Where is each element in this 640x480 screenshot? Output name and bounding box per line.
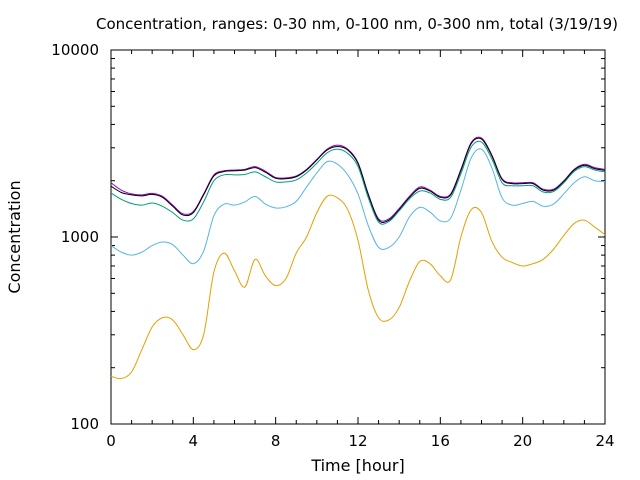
- series-line-2: [110, 137, 606, 224]
- series-line-4: [110, 148, 606, 265]
- axis-ticks: [110, 49, 606, 425]
- x-tick-label: 24: [595, 432, 614, 450]
- x-tick-label: 8: [271, 432, 281, 450]
- plot-area-frame: [110, 49, 606, 425]
- series-line-3: [110, 140, 606, 225]
- x-tick-label: 12: [348, 432, 367, 450]
- series-layer: [110, 136, 606, 380]
- x-tick-label: 16: [431, 432, 450, 450]
- y-axis-label: Concentration: [5, 180, 24, 293]
- y-tick-label: 10000: [51, 41, 99, 59]
- x-tick-label: 4: [189, 432, 199, 450]
- y-tick-label: 100: [70, 415, 99, 433]
- x-tick-label: 0: [106, 432, 116, 450]
- x-axis-label: Time [hour]: [310, 456, 404, 475]
- series-line-1: [110, 136, 606, 222]
- y-tick-label: 1000: [61, 228, 99, 246]
- series-line-5: [110, 194, 606, 380]
- tick-labels: 0 4 8 12 16 20 24 100 1000 10000: [51, 41, 614, 450]
- chart-title: Concentration, ranges: 0-30 nm, 0-100 nm…: [96, 15, 618, 33]
- x-tick-label: 20: [513, 432, 532, 450]
